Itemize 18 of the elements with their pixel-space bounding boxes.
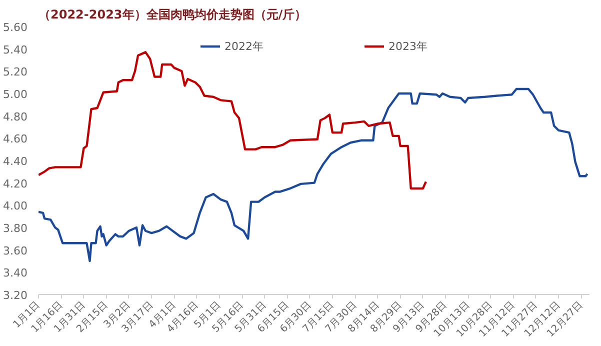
line-series bbox=[38, 88, 588, 262]
chart-title: （2022-2023年）全国肉鸭均价走势图（元/斤） bbox=[38, 8, 307, 22]
y-tick-label: 5.00 bbox=[3, 88, 28, 101]
y-tick-label: 5.20 bbox=[3, 66, 28, 79]
y-tick-label: 5.40 bbox=[3, 43, 28, 56]
y-tick-label: 4.20 bbox=[3, 177, 28, 190]
y-tick-label: 4.00 bbox=[3, 200, 28, 213]
y-tick-label: 3.80 bbox=[3, 222, 28, 235]
y-tick-label: 4.60 bbox=[3, 132, 28, 146]
y-tick-label: 3.20 bbox=[3, 289, 28, 302]
line-series bbox=[38, 51, 428, 190]
y-tick-label: 4.80 bbox=[3, 110, 28, 124]
legend-label: 2023年 bbox=[388, 38, 428, 54]
y-tick-label: 4.40 bbox=[3, 155, 28, 168]
y-tick-label: 5.60 bbox=[3, 21, 28, 34]
y-tick-label: 3.40 bbox=[3, 266, 28, 280]
y-tick-label: 3.60 bbox=[3, 244, 28, 258]
legend-label: 2022年 bbox=[224, 38, 264, 54]
